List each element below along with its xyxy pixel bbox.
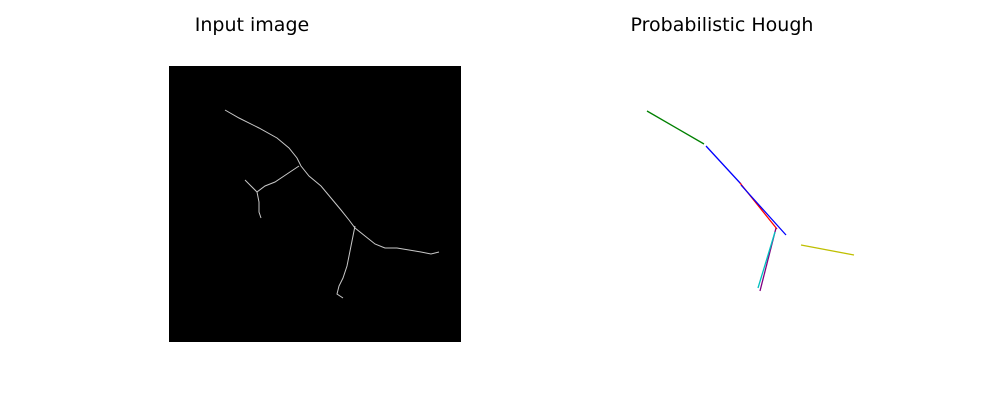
hough-line-2: [706, 146, 741, 184]
hough-line-7: [801, 245, 854, 255]
hough-line-4: [741, 185, 786, 235]
hough-line-1: [647, 111, 704, 144]
hough-line-6: [758, 232, 775, 288]
